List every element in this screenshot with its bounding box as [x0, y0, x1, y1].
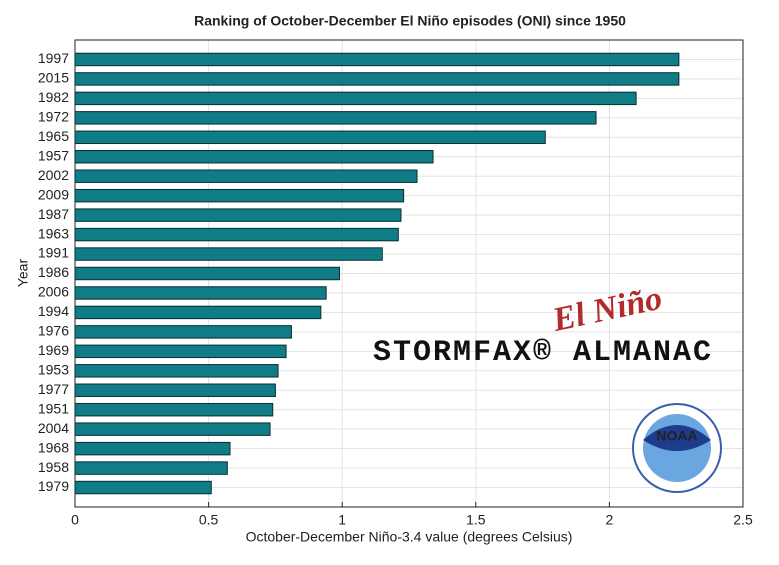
noaa-logo-gull	[643, 425, 711, 451]
bar	[74, 150, 434, 164]
bar	[74, 91, 637, 106]
noaa-logo-text: NOAA	[656, 428, 697, 444]
y-tick-label: 2002	[38, 167, 69, 183]
bar	[74, 169, 418, 183]
bar	[74, 247, 383, 261]
x-tick-label: 2	[606, 512, 614, 528]
y-tick-label: 1982	[38, 89, 69, 105]
bar	[74, 422, 271, 436]
x-tick-label: 1.5	[466, 512, 486, 528]
y-tick-label: 1972	[38, 109, 69, 125]
y-tick-label: 1997	[38, 50, 69, 66]
x-tick-label: 0	[71, 512, 79, 528]
x-tick-label: 2.5	[733, 512, 753, 528]
y-tick-label: 1953	[38, 361, 69, 377]
y-tick-label: 1957	[38, 147, 69, 163]
y-tick-label: 2006	[38, 284, 69, 300]
bar	[74, 383, 276, 397]
y-tick-label: 2015	[38, 70, 69, 86]
bar	[74, 402, 274, 417]
bar	[74, 266, 341, 281]
bar	[74, 364, 279, 378]
y-axis-label: Year	[15, 259, 31, 288]
bar	[74, 441, 231, 456]
bar	[74, 52, 680, 67]
bar	[74, 286, 327, 300]
y-tick-label: 1969	[38, 342, 69, 358]
logo-stormfax: STORMFAX® ALMANAC	[373, 336, 713, 370]
chart-title: Ranking of October-December El Niño epis…	[194, 13, 626, 29]
y-tick-label: 2004	[38, 420, 69, 436]
y-tick-label: 1965	[38, 128, 69, 144]
x-tick-label: 0.5	[199, 512, 219, 528]
y-tick-label: 1951	[38, 400, 69, 416]
y-tick-label: 1963	[38, 225, 69, 241]
x-axis-label: October-December Niño-3.4 value (degrees…	[246, 529, 573, 545]
bar	[74, 344, 287, 359]
x-tick-label: 1	[338, 512, 346, 528]
bar	[74, 461, 228, 475]
y-tick-label: 1968	[38, 439, 69, 455]
y-tick-label: 1958	[38, 459, 69, 475]
bar	[74, 325, 292, 339]
y-tick-label: 1994	[38, 303, 69, 319]
y-tick-label: 1987	[38, 206, 69, 222]
bar	[74, 188, 405, 203]
y-tick-label: 1986	[38, 264, 69, 280]
bar	[74, 130, 546, 145]
bar	[74, 72, 680, 86]
y-tick-label: 2009	[38, 186, 69, 202]
y-tick-label: 1977	[38, 381, 69, 397]
bar	[74, 480, 212, 495]
bar	[74, 227, 399, 242]
y-tick-label: 1979	[38, 478, 69, 494]
y-tick-label: 1976	[38, 323, 69, 339]
bar	[74, 305, 322, 320]
y-tick-label: 1991	[38, 245, 69, 261]
bar	[74, 111, 597, 125]
bar	[74, 208, 402, 222]
